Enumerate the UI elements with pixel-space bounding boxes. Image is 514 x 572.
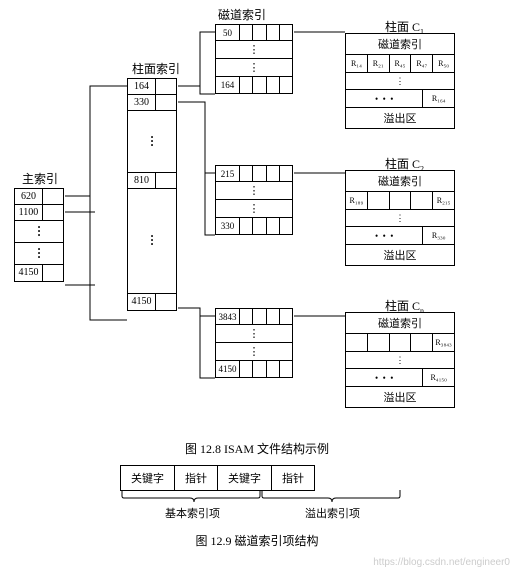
rec-cell — [411, 334, 433, 351]
cylinder-index-box: 164 330 ••• 810 ••• 4150 — [127, 78, 177, 311]
cyl-idx-val: 810 — [128, 173, 156, 188]
overflow-label: 溢出区 — [346, 245, 454, 265]
cylinder-data-cn: 磁道索引 R₃₈₄₃ ⋮ • • • R₄₁₅₀ 溢出区 — [345, 312, 455, 408]
main-idx-val: 4150 — [15, 265, 43, 281]
rec-cell: R₄₁₅₀ — [423, 369, 454, 386]
dots: ⋮ — [346, 210, 454, 227]
dots: ⋮ — [216, 182, 292, 200]
track-index-cn: 3843 ⋮ ⋮ 4150 — [215, 308, 293, 378]
track-val: 50 — [216, 25, 240, 40]
dots: ⋮ — [346, 73, 454, 90]
rec-cell: R₄₅ — [390, 55, 412, 72]
rec-cell: R₃₈₄₃ — [433, 334, 454, 351]
track-val: 164 — [216, 77, 240, 93]
overflow-index-item-label: 溢出索引项 — [305, 505, 360, 521]
dots: ⋮ — [216, 59, 292, 77]
dots: ⋮ — [216, 200, 292, 218]
rec-cell — [368, 192, 390, 209]
cyl-idx-val: 164 — [128, 79, 156, 94]
main-index-label: 主索引 — [22, 170, 58, 187]
rec-cell — [390, 334, 412, 351]
cylinder-index-label: 柱面索引 — [132, 60, 180, 77]
watermark: https://blog.csdn.net/engineer0 — [373, 557, 510, 568]
main-index-box: 620 1100 ••• ••• 4150 — [14, 188, 64, 282]
cyl-title: 磁道索引 — [346, 34, 454, 55]
track-val: 215 — [216, 166, 240, 181]
table-cell-ptr: 指针 — [175, 466, 218, 490]
dots: • • • — [346, 90, 423, 107]
figure-12-9-caption: 图 12.9 磁道索引项结构 — [0, 532, 514, 549]
rec-cell: R₂₁₅ — [433, 192, 454, 209]
rec-cell: R₁₆₄ — [423, 90, 454, 107]
rec-cell — [368, 334, 390, 351]
rec-cell — [390, 192, 412, 209]
rec-cell: R₁₈₉ — [346, 192, 368, 209]
dots: • • • — [346, 369, 423, 386]
rec-cell: R₅₀ — [433, 55, 454, 72]
cyl-title: 磁道索引 — [346, 313, 454, 334]
table-cell-key: 关键字 — [121, 466, 175, 490]
dots: ••• — [15, 221, 63, 243]
cyl-label-text: 柱面 C — [385, 299, 420, 313]
dots: • • • — [346, 227, 423, 244]
dots: ••• — [128, 111, 176, 173]
track-val: 330 — [216, 218, 240, 234]
bracket-lines — [0, 490, 514, 515]
rec-cell: R₂₁ — [368, 55, 390, 72]
dots: ••• — [15, 243, 63, 265]
rec-cell — [346, 334, 368, 351]
rec-cell: R₃₃₀ — [423, 227, 454, 244]
main-idx-val: 1100 — [15, 205, 43, 220]
main-idx-val: 620 — [15, 189, 43, 204]
basic-index-item-label: 基本索引项 — [165, 505, 220, 521]
overflow-label: 溢出区 — [346, 387, 454, 407]
figure-12-8-caption: 图 12.8 ISAM 文件结构示例 — [0, 440, 514, 457]
cylinder-data-c2: 磁道索引 R₁₈₉ R₂₁₅ ⋮ • • • R₃₃₀ 溢出区 — [345, 170, 455, 266]
cyl-label-text: 柱面 C — [385, 20, 420, 34]
dots: ⋮ — [346, 352, 454, 369]
table-cell-ptr: 指针 — [272, 466, 314, 490]
overflow-label: 溢出区 — [346, 108, 454, 128]
index-item-table: 关键字 指针 关键字 指针 — [120, 465, 315, 491]
dots: ⋮ — [216, 325, 292, 343]
dots: ⋮ — [216, 41, 292, 59]
track-val: 3843 — [216, 309, 240, 324]
track-index-c2: 215 ⋮ ⋮ 330 — [215, 165, 293, 235]
cyl-idx-val: 4150 — [128, 294, 156, 310]
cyl-idx-val: 330 — [128, 95, 156, 110]
cylinder-data-c1: 磁道索引 R₁₄ R₂₁ R₄₅ R₄₇ R₅₀ ⋮ • • • R₁₆₄ 溢出… — [345, 33, 455, 129]
cyl-title: 磁道索引 — [346, 171, 454, 192]
rec-cell: R₁₄ — [346, 55, 368, 72]
track-index-header: 磁道索引 — [218, 6, 266, 23]
dots: ⋮ — [216, 343, 292, 361]
track-index-c1: 50 ⋮ ⋮ 164 — [215, 24, 293, 94]
cyl-label-text: 柱面 C — [385, 157, 420, 171]
dots: ••• — [128, 189, 176, 294]
track-val: 4150 — [216, 361, 240, 377]
table-cell-key: 关键字 — [218, 466, 272, 490]
rec-cell — [411, 192, 433, 209]
rec-cell: R₄₇ — [411, 55, 433, 72]
